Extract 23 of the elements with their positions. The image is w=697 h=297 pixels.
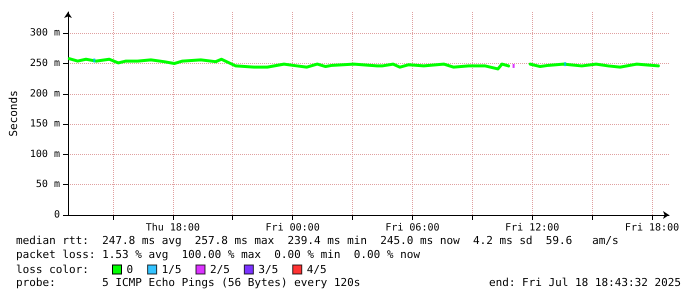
legend-label: 4/5 — [306, 263, 327, 276]
text: packet loss: 1.53 % avg 100.00 % max 0.00 % min 0.00 % now — [16, 248, 420, 261]
text: probe: 5 ICMP Echo Pings (56 Bytes) every 120s — [16, 276, 360, 289]
y-tick-label: 100 m — [30, 148, 60, 160]
y-tick-label: 200 m — [30, 88, 60, 100]
x-tick-label: Thu 18:00 — [146, 222, 200, 234]
x-tick-label: Fri 12:00 — [505, 222, 560, 234]
legend-label: 0 — [126, 263, 134, 276]
y-tick-label: 50 m — [36, 179, 60, 190]
x-tick-label: Fri 18:00 — [624, 222, 680, 234]
y-tick-label: 250 m — [30, 58, 60, 70]
text: end: Fri Jul 18 18:43:32 2025 — [488, 276, 682, 289]
y-tick-label: 150 m — [30, 118, 60, 130]
text: median rtt: 247.8 ms avg 257.8 ms max 239.4 ms min 245.0 ms now 4.2 ms sd 59.6 am/s — [16, 234, 619, 247]
legend-label: 1/5 — [162, 263, 182, 276]
y-tick-label: 300 m — [30, 28, 60, 39]
y-axis-title: Seconds — [7, 90, 20, 137]
x-tick-label: Fri 06:00 — [385, 222, 440, 234]
legend-label: 3/5 — [258, 263, 278, 276]
legend-label: 2/5 — [210, 263, 230, 276]
y-tick-label: 0 — [54, 210, 60, 220]
legend-title: loss color: — [16, 263, 89, 276]
x-tick-label: Fri 00:00 — [266, 222, 320, 234]
